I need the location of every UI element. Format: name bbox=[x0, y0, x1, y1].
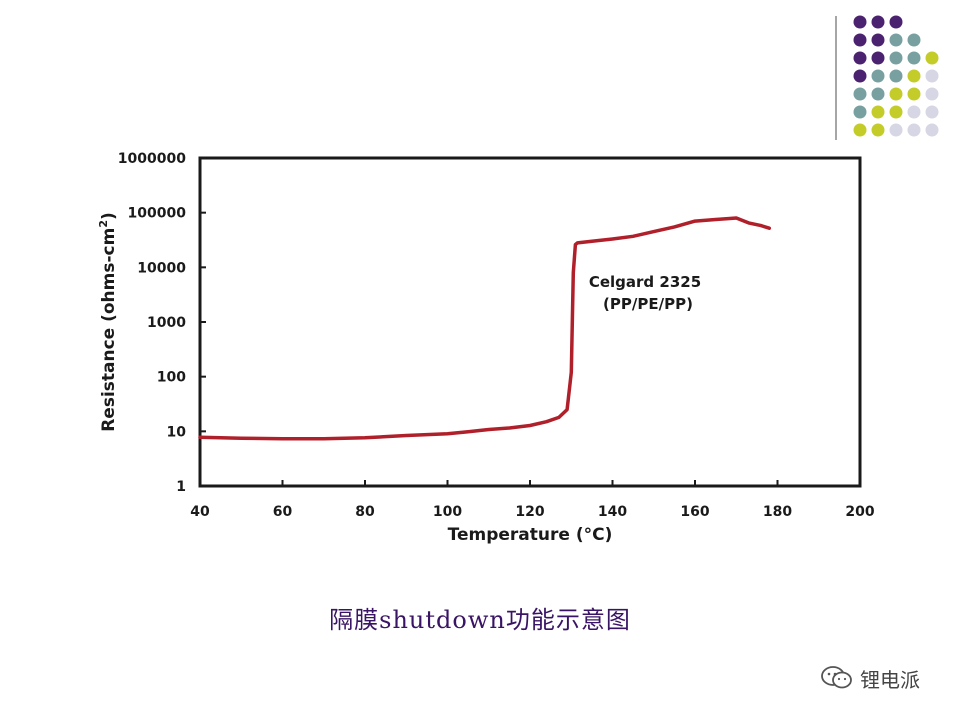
decorative-dot bbox=[907, 105, 921, 119]
decorative-dot bbox=[889, 51, 903, 65]
y-axis-title-sup: 2 bbox=[97, 220, 110, 228]
decorative-dot bbox=[925, 51, 939, 65]
decorative-dot bbox=[889, 33, 903, 47]
watermark: 锂电派 bbox=[820, 664, 920, 692]
x-tick-label: 200 bbox=[845, 504, 874, 520]
decorative-dot bbox=[889, 87, 903, 101]
x-tick-label: 140 bbox=[598, 504, 627, 520]
decorative-dot bbox=[889, 15, 903, 29]
decorative-dot bbox=[889, 105, 903, 119]
decorative-dot bbox=[871, 105, 885, 119]
decorative-dot bbox=[907, 69, 921, 83]
decorative-dot bbox=[889, 123, 903, 137]
decorative-dot bbox=[907, 33, 921, 47]
y-tick-label: 1 bbox=[176, 479, 186, 495]
decorative-dot bbox=[853, 105, 867, 119]
decorative-dot bbox=[853, 33, 867, 47]
decorative-dot bbox=[907, 123, 921, 137]
figure-caption: 隔膜shutdown功能示意图 bbox=[329, 606, 631, 634]
decorative-dot bbox=[871, 15, 885, 29]
annotation-sublabel: (PP/PE/PP) bbox=[603, 295, 693, 313]
decorative-dot bbox=[853, 69, 867, 83]
decorative-dot bbox=[871, 69, 885, 83]
decorative-dot bbox=[889, 69, 903, 83]
decorative-dot bbox=[853, 15, 867, 29]
x-tick-label: 80 bbox=[355, 504, 375, 520]
resistance-series-line bbox=[198, 216, 772, 441]
x-tick-label: 60 bbox=[273, 504, 293, 520]
x-axis-title: Temperature (°C) bbox=[448, 525, 613, 545]
decorative-dot bbox=[853, 123, 867, 137]
decorative-dot-grid bbox=[835, 15, 939, 140]
y-axis-title: Resistance (ohms-cm2) bbox=[97, 212, 119, 432]
y-tick-label: 1000 bbox=[147, 315, 186, 331]
decorative-dot bbox=[925, 105, 939, 119]
decorative-dot bbox=[853, 51, 867, 65]
x-axis-ticks: 40 60 80 100 120 140 160 180 200 bbox=[190, 480, 875, 520]
decorative-dot bbox=[871, 123, 885, 137]
y-tick-label: 10 bbox=[167, 424, 187, 440]
decorative-dot bbox=[871, 51, 885, 65]
x-tick-label: 160 bbox=[680, 504, 709, 520]
x-tick-label: 120 bbox=[515, 504, 544, 520]
x-tick-label: 40 bbox=[190, 504, 210, 520]
decorative-dot bbox=[907, 51, 921, 65]
decorative-dot bbox=[925, 87, 939, 101]
y-tick-label: 10000 bbox=[137, 260, 186, 276]
watermark-text: 锂电派 bbox=[860, 667, 920, 692]
decorative-dot bbox=[871, 87, 885, 101]
y-tick-label: 1000000 bbox=[118, 151, 186, 167]
decorative-dot bbox=[925, 123, 939, 137]
y-axis-ticks: 1 10 100 1000 10000 100000 1000000 bbox=[118, 151, 206, 495]
y-tick-label: 100000 bbox=[128, 206, 187, 222]
decorative-dot bbox=[907, 87, 921, 101]
decorative-dot bbox=[925, 69, 939, 83]
y-tick-label: 100 bbox=[157, 370, 186, 386]
x-tick-label: 180 bbox=[763, 504, 792, 520]
plot-frame bbox=[198, 156, 862, 488]
annotation-label: Celgard 2325 bbox=[589, 273, 701, 291]
wechat-icon bbox=[821, 666, 852, 689]
x-tick-label: 100 bbox=[433, 504, 462, 520]
decorative-dot bbox=[853, 87, 867, 101]
decorative-dot bbox=[871, 33, 885, 47]
